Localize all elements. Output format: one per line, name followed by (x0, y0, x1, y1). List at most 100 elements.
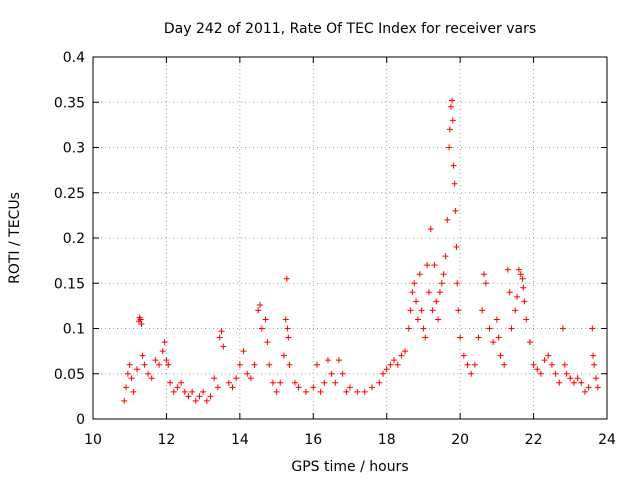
data-point (481, 271, 488, 278)
data-point (361, 388, 368, 395)
data-point (497, 352, 504, 359)
data-point (567, 375, 574, 382)
data-point (442, 253, 449, 260)
data-point (264, 339, 271, 346)
data-point (387, 361, 394, 368)
data-point (295, 384, 302, 391)
data-point (335, 357, 342, 364)
data-point (286, 361, 293, 368)
data-point (398, 352, 405, 359)
data-point (548, 361, 555, 368)
data-point (280, 352, 287, 359)
data-point (148, 375, 155, 382)
data-point (285, 334, 292, 341)
data-point (165, 361, 172, 368)
data-point (475, 334, 482, 341)
data-point (559, 325, 566, 332)
data-point (468, 370, 475, 377)
y-tick-label: 0.05 (54, 367, 85, 383)
data-point (229, 384, 236, 391)
data-point (255, 307, 262, 314)
data-point (328, 370, 335, 377)
data-point (585, 384, 592, 391)
x-tick-label: 10 (84, 432, 102, 448)
x-tick-labels: 10 12 14 16 18 20 22 24 (84, 432, 616, 448)
data-point (244, 370, 251, 377)
data-point (156, 361, 163, 368)
data-point (405, 325, 412, 332)
data-point (541, 357, 548, 364)
data-point (591, 361, 598, 368)
data-point (526, 339, 533, 346)
data-point (178, 379, 185, 386)
y-tick-label: 0 (76, 412, 85, 428)
data-point (137, 316, 144, 323)
data-point (515, 266, 522, 273)
data-point (369, 384, 376, 391)
data-point (321, 379, 328, 386)
data-point (233, 375, 240, 382)
scatter-points (121, 97, 601, 404)
axis-ticks (92, 56, 608, 420)
data-point (302, 388, 309, 395)
data-point (504, 266, 511, 273)
data-point (291, 379, 298, 386)
x-tick-label: 14 (231, 432, 249, 448)
y-tick-label: 0.25 (54, 186, 85, 202)
y-tick-label: 0.15 (54, 276, 85, 292)
data-point (508, 325, 515, 332)
data-point (121, 397, 128, 404)
plot-frame (92, 56, 608, 420)
data-point (380, 370, 387, 377)
data-point (422, 334, 429, 341)
data-point (429, 307, 436, 314)
data-point (251, 361, 258, 368)
data-point (339, 370, 346, 377)
data-point (495, 334, 502, 341)
data-point (460, 352, 467, 359)
data-point (414, 316, 421, 323)
data-point (446, 144, 453, 151)
data-point (427, 225, 434, 232)
data-point (174, 384, 181, 391)
data-point (449, 117, 456, 124)
data-point (424, 262, 431, 269)
data-point (189, 388, 196, 395)
data-point (138, 320, 145, 327)
data-point (134, 366, 141, 373)
y-tick-label: 0.35 (54, 95, 85, 111)
data-point (444, 216, 451, 223)
data-point (141, 361, 148, 368)
data-point (284, 325, 291, 332)
data-point (446, 126, 453, 133)
data-point (464, 361, 471, 368)
data-point (128, 375, 135, 382)
data-point (493, 316, 500, 323)
y-axis-label: ROTI / TECUs (7, 192, 23, 284)
data-point (589, 325, 596, 332)
data-point (561, 361, 568, 368)
x-tick-label: 16 (304, 432, 322, 448)
data-point (383, 366, 390, 373)
data-point (159, 348, 166, 355)
data-point (452, 207, 459, 214)
data-point (354, 388, 361, 395)
data-point (416, 271, 423, 278)
data-point (592, 375, 599, 382)
data-point (418, 307, 425, 314)
data-point (152, 357, 159, 364)
data-point (167, 379, 174, 386)
data-point (471, 361, 478, 368)
data-point (455, 307, 462, 314)
data-point (332, 379, 339, 386)
data-point (170, 388, 177, 395)
data-point (438, 280, 445, 287)
data-point (449, 97, 456, 104)
data-point (310, 384, 317, 391)
data-point (570, 379, 577, 386)
data-point (521, 298, 528, 305)
data-point (391, 357, 398, 364)
data-point (161, 339, 168, 346)
